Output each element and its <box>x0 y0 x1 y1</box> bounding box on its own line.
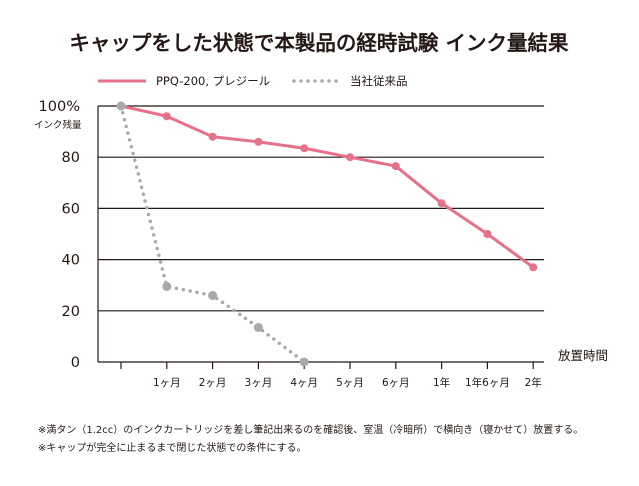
data-point <box>437 199 446 208</box>
data-point <box>162 112 171 121</box>
y-tick-label: 100% <box>39 99 80 115</box>
series-line-1 <box>119 104 306 364</box>
x-tick-label: 1ヶ月 <box>153 377 181 389</box>
x-tick-label: 6ヶ月 <box>382 377 410 389</box>
x-tick-label: 1年 <box>433 376 450 389</box>
series-group <box>116 101 538 367</box>
x-tick-label: 3ヶ月 <box>245 377 273 389</box>
series-line-0 <box>120 104 535 269</box>
data-point <box>253 322 263 332</box>
y-axis-label: インク残量 <box>34 119 82 131</box>
chart-title: キャップをした状態で本製品の経時試験 インク量結果 <box>69 31 569 55</box>
y-tick-label: 0 <box>71 355 80 371</box>
data-point <box>162 281 172 291</box>
data-point <box>299 357 309 367</box>
y-tick-label: 40 <box>62 253 80 269</box>
x-tick-label: 1年6ヶ月 <box>465 376 510 389</box>
grid <box>98 105 544 363</box>
x-tick-label: 2年 <box>525 376 542 389</box>
y-tick-label: 20 <box>62 304 80 320</box>
data-point <box>208 290 218 300</box>
footnote-2: ※キャップが完全に止まるまで閉じた状態での条件にする。 <box>38 441 306 454</box>
data-point <box>254 137 263 146</box>
legend: PPQ-200, プレジール 当社従来品 <box>98 74 408 88</box>
legend-label-ppq: PPQ-200, プレジール <box>156 74 270 88</box>
data-point <box>208 132 217 141</box>
y-tick-label: 80 <box>62 150 80 166</box>
data-point <box>116 101 126 111</box>
x-tick-label: 2ヶ月 <box>199 377 227 389</box>
data-point <box>346 153 354 162</box>
data-point <box>483 230 492 238</box>
x-axis-label: 放置時間 <box>558 348 608 363</box>
data-point <box>391 162 400 171</box>
y-tick-label: 60 <box>62 201 80 217</box>
x-tick-label: 5ヶ月 <box>336 377 364 389</box>
data-point <box>300 144 309 153</box>
footnote-1: ※満タン（1.2cc）のインクカートリッジを差し筆記出来るのを確認後、室温（冷暗… <box>38 423 583 436</box>
axes: 100% 80 60 40 20 0 1ヶ月 2ヶ月 3ヶ月 4ヶ月 5ヶ月 6ヶ月 1年 1年6ヶ月 2年 <box>39 99 542 389</box>
legend-label-conventional: 当社従来品 <box>350 74 408 88</box>
x-tick-label: 4ヶ月 <box>290 377 318 389</box>
data-point <box>529 263 538 272</box>
